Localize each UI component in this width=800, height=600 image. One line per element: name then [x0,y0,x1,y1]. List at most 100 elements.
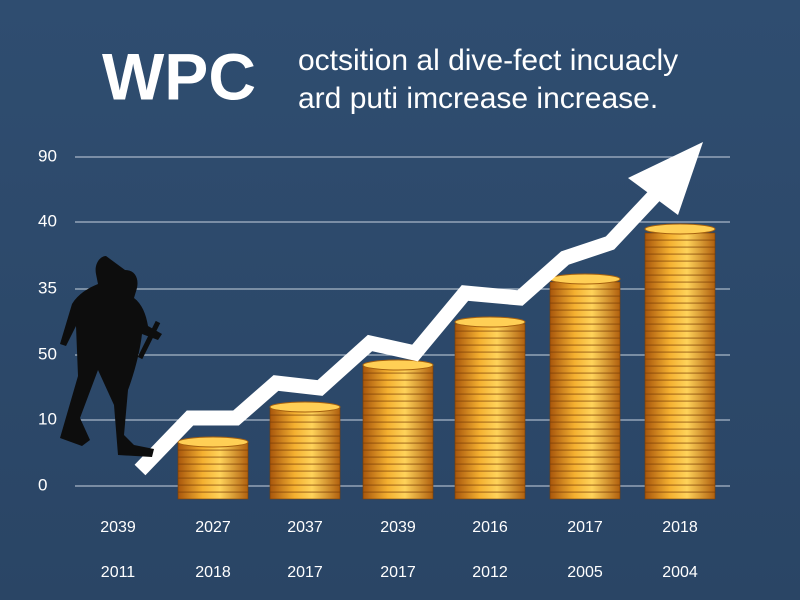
coin [644,309,716,318]
coin [549,477,621,486]
coin [644,330,716,339]
coin [362,484,434,493]
coin [549,344,621,353]
coin [269,456,341,465]
y-label: 10 [38,409,57,428]
coin [644,428,716,437]
coin [549,309,621,318]
coin-stack [454,316,526,500]
coin [644,351,716,360]
coin [549,330,621,339]
coin [644,239,716,248]
coin [644,281,716,290]
coin [549,449,621,458]
coin [549,456,621,465]
coin [269,414,341,423]
coin [362,491,434,500]
coin [549,295,621,304]
coin [454,407,526,416]
coin [644,246,716,255]
coin [644,323,716,332]
x-label: 2018 [662,519,698,536]
x-label: 2011 [101,564,136,581]
coin [549,407,621,416]
coin [644,393,716,402]
coin [549,372,621,381]
tool [137,320,161,360]
coin [362,470,434,479]
coin [362,428,434,437]
coin [454,337,526,346]
coin-stacks [177,223,716,500]
coin [644,295,716,304]
x-label: 2039 [380,519,416,536]
coin [644,372,716,381]
coin [549,470,621,479]
coin-stack [549,273,621,500]
coin [269,421,341,430]
coin [644,358,716,367]
x-label: 2017 [567,519,603,536]
coin [549,435,621,444]
coin [549,491,621,500]
x-label: 2039 [100,519,136,536]
coin [549,442,621,451]
coin [549,351,621,360]
coin [644,449,716,458]
coin [644,274,716,283]
coin [644,365,716,374]
coin [362,477,434,486]
y-label: 35 [38,278,57,297]
coin [549,393,621,402]
coin [549,400,621,409]
coin-top [362,359,434,371]
arrow-head [628,142,703,215]
coin [644,344,716,353]
coin [644,267,716,276]
coin-top [269,401,341,413]
coin [177,470,249,479]
person-silhouette [60,256,162,457]
coin [644,337,716,346]
x-label: 2017 [380,564,416,581]
coin [644,386,716,395]
coin [644,316,716,325]
coin-top [454,316,526,328]
coin [362,442,434,451]
coin [454,484,526,493]
coin [454,463,526,472]
coin [549,288,621,297]
coin [454,435,526,444]
trend-arrow [134,189,661,476]
coin [454,351,526,360]
coin [454,386,526,395]
coin [269,428,341,437]
coin [269,463,341,472]
coin [454,442,526,451]
coin [644,477,716,486]
coin [644,407,716,416]
x-label: 2017 [287,564,323,581]
coin [362,386,434,395]
coin [269,470,341,479]
coin-top [549,273,621,285]
coin [454,414,526,423]
coin [549,323,621,332]
x-label: 2012 [472,564,508,581]
coin [549,421,621,430]
coin [549,463,621,472]
coin [549,379,621,388]
coin [644,421,716,430]
subtitle-line: ard puti imcrease increase. [298,82,658,115]
coin [362,421,434,430]
coin [644,288,716,297]
y-label: 0 [38,475,47,494]
coin [362,449,434,458]
coin [644,260,716,269]
coin [362,379,434,388]
coin [644,484,716,493]
coin [644,379,716,388]
coin [549,428,621,437]
coin-stack [644,223,716,500]
